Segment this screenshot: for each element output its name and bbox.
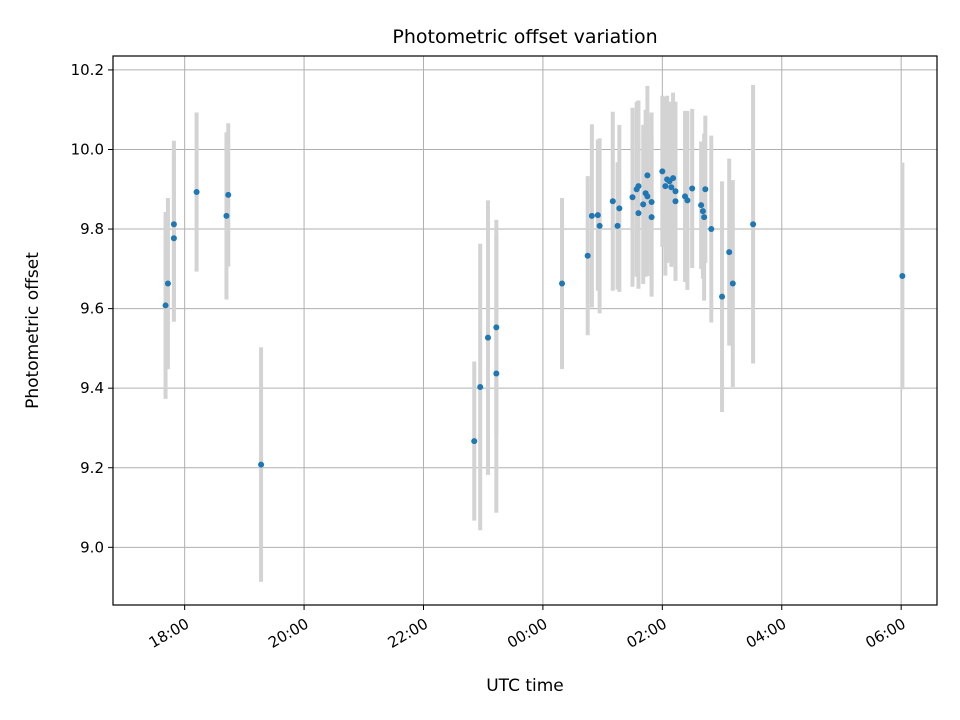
data-point	[170, 221, 177, 228]
data-point	[225, 191, 232, 198]
data-point	[672, 188, 679, 195]
x-tick-label: 00:00	[504, 615, 550, 652]
data-point	[162, 302, 169, 309]
data-point	[670, 175, 677, 182]
x-axis: 18:00 20:00 22:00 00:00 02:00 04:00 06:00	[146, 605, 909, 652]
data-point	[640, 201, 647, 208]
error-bars	[163, 85, 905, 582]
y-tick-label: 9.6	[80, 300, 104, 318]
y-axis-title: Photometric offset	[23, 252, 43, 409]
x-tick-label: 22:00	[385, 615, 431, 652]
chart-title: Photometric offset variation	[392, 26, 657, 48]
data-point	[596, 222, 603, 229]
data-point	[648, 214, 655, 221]
grid	[113, 56, 937, 605]
data-point	[193, 189, 200, 196]
data-point	[672, 198, 679, 205]
data-point	[629, 194, 636, 201]
data-point	[616, 205, 623, 212]
data-point	[644, 172, 651, 179]
data-point	[708, 226, 715, 233]
y-tick-label: 10.0	[71, 140, 104, 158]
x-tick-label: 04:00	[743, 615, 789, 652]
data-point	[258, 461, 265, 468]
data-point	[684, 197, 691, 204]
data-point	[659, 168, 666, 175]
data-point	[635, 183, 642, 190]
data-point	[584, 252, 591, 259]
data-point	[698, 202, 705, 209]
y-tick-label: 9.4	[80, 379, 104, 397]
x-tick-label: 20:00	[265, 615, 311, 652]
data-point	[702, 186, 709, 193]
data-point	[484, 334, 491, 341]
data-point	[477, 383, 484, 390]
data-point	[662, 183, 669, 190]
data-point	[559, 280, 566, 287]
data-point	[170, 235, 177, 242]
x-tick-label: 02:00	[623, 615, 669, 652]
data-point	[689, 185, 696, 192]
y-tick-label: 9.0	[80, 538, 104, 556]
x-tick-label: 06:00	[862, 615, 908, 652]
data-point	[588, 212, 595, 219]
data-point	[493, 324, 500, 331]
data-point	[729, 280, 736, 287]
data-points	[162, 168, 906, 468]
data-point	[899, 272, 906, 279]
data-point	[164, 280, 171, 287]
data-point	[699, 208, 706, 215]
data-point	[644, 193, 651, 200]
data-point	[614, 222, 621, 229]
plot-frame	[112, 55, 938, 606]
data-point	[223, 212, 230, 219]
y-tick-label: 9.8	[80, 220, 104, 238]
data-point	[635, 210, 642, 217]
x-tick-label: 18:00	[146, 615, 192, 652]
data-point	[719, 293, 726, 300]
data-point	[701, 214, 708, 221]
data-point	[493, 370, 500, 377]
y-axis: 9.0 9.2 9.4 9.6 9.8 10.0 10.2	[71, 61, 113, 556]
y-tick-label: 9.2	[80, 459, 104, 477]
data-point	[726, 249, 733, 256]
y-tick-label: 10.2	[71, 61, 104, 79]
data-point	[668, 184, 675, 191]
data-point	[648, 199, 655, 206]
data-point	[609, 198, 616, 205]
data-point	[750, 221, 757, 228]
x-axis-title: UTC time	[486, 676, 564, 696]
data-point	[471, 438, 478, 445]
data-point	[594, 212, 601, 219]
